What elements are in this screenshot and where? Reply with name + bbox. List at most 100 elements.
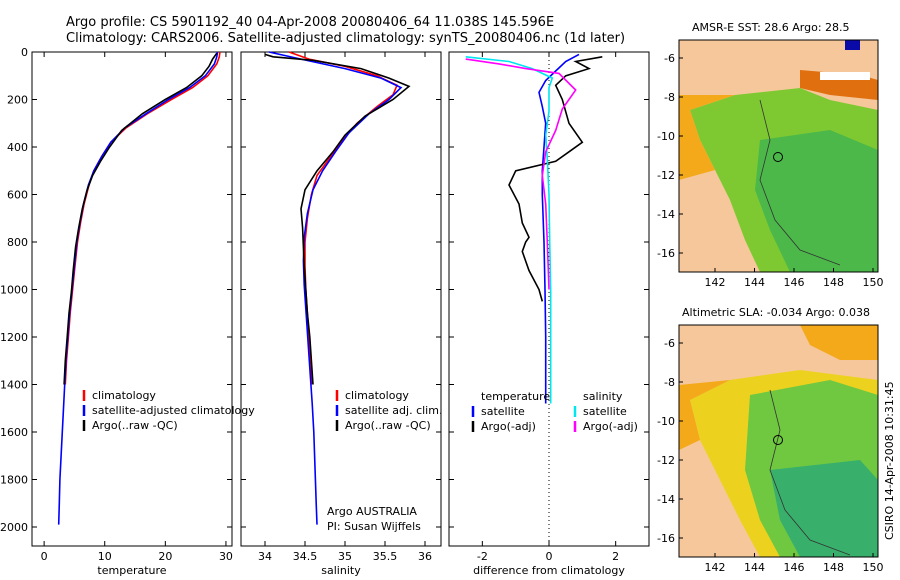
series-line-climatology bbox=[64, 51, 221, 385]
map-x-tick-label: 148 bbox=[823, 561, 844, 574]
x-axis-label: difference from climatology bbox=[473, 564, 625, 577]
x-tick-label: 36 bbox=[418, 550, 432, 563]
map-warm-patch bbox=[800, 325, 878, 360]
y-tick-label: 1600 bbox=[0, 426, 28, 439]
map-coastline bbox=[769, 389, 851, 556]
sst-map-title: AMSR-E SST: 28.6 Argo: 28.5 bbox=[692, 21, 850, 34]
map-x-tick-label: 150 bbox=[863, 561, 884, 574]
x-tick-label: 2 bbox=[612, 550, 619, 563]
csiro-stamp: CSIRO 14-Apr-2008 10:31:45 bbox=[883, 381, 896, 540]
argo-program-label: Argo AUSTRALIA bbox=[327, 505, 417, 518]
y-tick-label: 600 bbox=[7, 189, 28, 202]
map-y-tick-label: -16 bbox=[657, 532, 675, 545]
map-frame bbox=[678, 324, 879, 558]
x-tick-label: 34.5 bbox=[293, 550, 318, 563]
sla-map bbox=[678, 324, 879, 558]
temperature-panel: 0 10 20 30 0 200 400 600 800 1000 1200 1400 1600 1800… bbox=[0, 46, 255, 577]
map-y-tick-label: -14 bbox=[657, 493, 675, 506]
legend-entry: Argo(..raw -QC) bbox=[345, 419, 431, 432]
map-x-tick-label: 142 bbox=[705, 276, 726, 289]
sla-map-title: Altimetric SLA: -0.034 Argo: 0.038 bbox=[682, 306, 870, 319]
map-x-tick-label: 144 bbox=[744, 561, 765, 574]
map-y-tick-label: -10 bbox=[657, 130, 675, 143]
map-sea-deep bbox=[770, 460, 878, 557]
plot-frame bbox=[448, 51, 650, 547]
legend-entry: climatology bbox=[345, 389, 409, 402]
x-axis-label: salinity bbox=[321, 564, 361, 577]
series-line-climatology bbox=[288, 51, 399, 385]
map-coastline bbox=[759, 99, 841, 266]
x-tick-label: 0 bbox=[41, 550, 48, 563]
argo-location-marker bbox=[773, 435, 783, 445]
legend-entry: Argo(-adj) bbox=[583, 420, 638, 433]
legend-entry: Argo(-adj) bbox=[481, 420, 536, 433]
map-x-tick-label: 144 bbox=[744, 276, 765, 289]
plot-frame bbox=[240, 51, 442, 547]
plot-frame bbox=[31, 51, 233, 547]
map-ticks: 142 144 146 148 150 -6 -8 -10 -12 -14 -16 142 144 146… bbox=[657, 52, 883, 574]
series-line-argo-raw-qc- bbox=[264, 53, 411, 385]
map-x-tick-label: 142 bbox=[705, 561, 726, 574]
x-tick-label: 35 bbox=[338, 550, 352, 563]
map-y-tick-label: -16 bbox=[657, 247, 675, 260]
x-tick-label: -2 bbox=[477, 550, 488, 563]
map-warm-band bbox=[679, 380, 730, 450]
legend-entry: satellite bbox=[481, 405, 525, 418]
map-warm-band bbox=[679, 95, 735, 180]
y-tick-label: 2000 bbox=[0, 521, 28, 534]
map-y-tick-label: -10 bbox=[657, 415, 675, 428]
map-y-tick-label: -6 bbox=[664, 337, 675, 350]
series-line-temperature-satellite bbox=[538, 53, 580, 404]
legend-entry: satellite bbox=[583, 405, 627, 418]
map-frame bbox=[678, 39, 879, 273]
y-tick-label: 1800 bbox=[0, 474, 28, 487]
legend-entry: satellite-adjusted climatology bbox=[92, 404, 255, 417]
y-tick-label: 0 bbox=[21, 46, 28, 59]
x-axis-label: temperature bbox=[97, 564, 166, 577]
series-line-argo-raw-qc- bbox=[63, 52, 218, 385]
y-tick-label: 1200 bbox=[0, 331, 28, 344]
map-x-tick-label: 146 bbox=[784, 276, 805, 289]
argo-location-marker bbox=[773, 152, 783, 162]
y-tick-label: 800 bbox=[7, 236, 28, 249]
series-line-satellite-adj-clim- bbox=[268, 51, 403, 525]
map-y-tick-label: -14 bbox=[657, 208, 675, 221]
map-x-tick-label: 148 bbox=[823, 276, 844, 289]
title-line2: Climatology: CARS2006. Satellite-adjuste… bbox=[66, 31, 625, 46]
y-tick-label: 1000 bbox=[0, 284, 28, 297]
map-y-tick-label: -6 bbox=[664, 52, 675, 65]
map-y-tick-label: -8 bbox=[664, 376, 675, 389]
series-line-salinity-argo-adj- bbox=[465, 58, 577, 290]
map-y-tick-label: -12 bbox=[657, 169, 675, 182]
legend-entry: climatology bbox=[92, 389, 156, 402]
map-missing-data bbox=[820, 72, 870, 80]
x-tick-label: 0 bbox=[546, 550, 553, 563]
legend-title-salinity: salinity bbox=[583, 390, 623, 403]
series-line-satellite-adjusted-climatology bbox=[57, 51, 219, 525]
legend-title-temperature: temperature bbox=[481, 390, 550, 403]
series-line-salinity-satellite bbox=[465, 56, 554, 404]
map-sea-deep bbox=[755, 130, 878, 272]
salinity-panel: 34 34.5 35 35.5 36 salinity climatology satelli… bbox=[240, 51, 442, 577]
map-x-tick-label: 146 bbox=[784, 561, 805, 574]
y-tick-label: 200 bbox=[7, 94, 28, 107]
x-tick-label: 20 bbox=[158, 550, 172, 563]
legend-entry: satellite adj. clim. bbox=[345, 404, 442, 417]
x-tick-label: 30 bbox=[219, 550, 233, 563]
y-tick-label: 1400 bbox=[0, 379, 28, 392]
map-x-tick-label: 150 bbox=[863, 276, 884, 289]
pi-label: PI: Susan Wijffels bbox=[327, 520, 421, 533]
sst-map bbox=[678, 39, 879, 273]
map-cold-patch bbox=[845, 40, 860, 50]
series-line-temperature-argo-adj- bbox=[508, 56, 603, 302]
x-tick-label: 10 bbox=[98, 550, 112, 563]
map-y-tick-label: -12 bbox=[657, 454, 675, 467]
x-tick-label: 35.5 bbox=[373, 550, 398, 563]
title-line1: Argo profile: CS 5901192_40 04-Apr-2008 … bbox=[66, 15, 554, 30]
map-y-tick-label: -8 bbox=[664, 91, 675, 104]
y-tick-label: 400 bbox=[7, 141, 28, 154]
legend-entry: Argo(..raw -QC) bbox=[92, 419, 178, 432]
x-tick-label: 34 bbox=[258, 550, 272, 563]
